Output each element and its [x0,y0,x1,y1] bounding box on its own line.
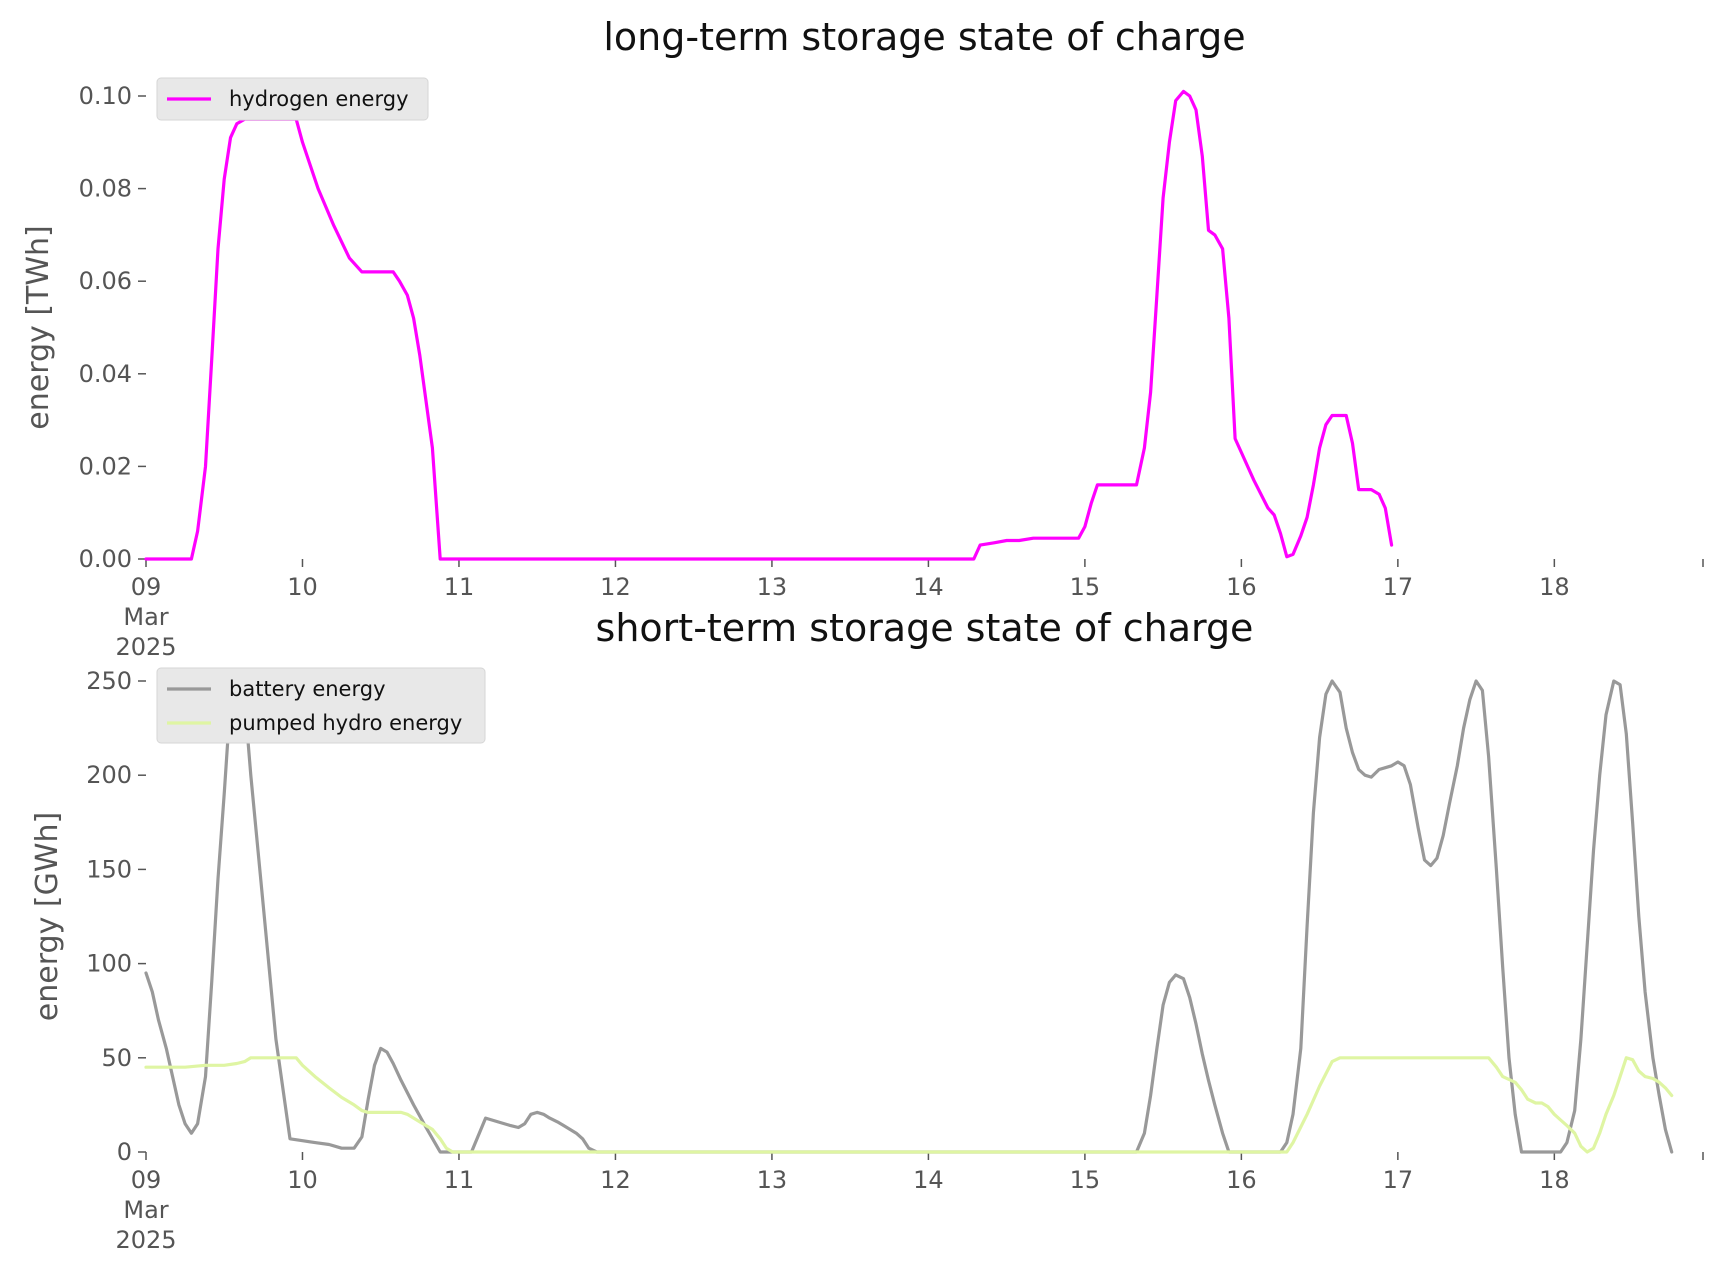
chart-title: long-term storage state of charge [603,15,1245,59]
legend: battery energy pumped hydro energy [156,667,486,744]
legend: hydrogen energy [156,77,429,121]
x-tick-label: 09 [131,1166,162,1194]
x-tick-label: Mar [123,603,168,631]
x-tick-label: 13 [757,573,788,601]
x-tick-label: 14 [913,1166,944,1194]
chart-panel-2: short-term storage state of charge energy… [30,606,1704,1254]
x-tick-label: 16 [1226,573,1257,601]
y-axis-label: energy [TWh] [21,225,56,429]
y-tick-label: 250 [86,667,132,695]
x-tick-label: 11 [444,573,475,601]
chart-title: short-term storage state of charge [596,606,1254,650]
x-tick-label: 11 [444,1166,475,1194]
x-tick-label: 2025 [115,1226,176,1254]
x-tick-label: 15 [1070,573,1101,601]
y-tick-label: 0.10 [79,82,132,110]
chart-panel-1: long-term storage state of charge energy … [21,15,1704,661]
y-tick-label: 0.02 [79,452,132,480]
y-axis-label: energy [GWh] [30,812,65,1021]
x-tick-label: 2025 [115,633,176,661]
y-tick-label: 0.00 [79,545,132,573]
series-line-battery-energy [144,679,1674,1154]
y-tick-label: 150 [86,855,132,883]
x-tick-label: 09 [131,573,162,601]
x-tick-label: 16 [1226,1166,1257,1194]
y-tick-label: 100 [86,950,132,978]
x-tick-label: 18 [1539,573,1570,601]
x-tick-label: 17 [1383,573,1414,601]
legend-label: hydrogen energy [229,87,409,111]
x-tick-label: 12 [600,1166,631,1194]
x-tick-label: 17 [1383,1166,1414,1194]
x-tick-label: 18 [1539,1166,1570,1194]
x-tick-label: 13 [757,1166,788,1194]
legend-box [156,77,429,121]
x-tick-label: Mar [123,1196,168,1224]
x-tick-label: 10 [287,573,318,601]
legend-box [156,667,486,744]
x-tick-label: 12 [600,573,631,601]
x-tick-label: 10 [287,1166,318,1194]
x-tick-label: 15 [1070,1166,1101,1194]
y-tick-label: 0.06 [79,267,132,295]
y-tick-label: 0.04 [79,360,132,388]
series-line-hydrogen-energy [144,89,1394,561]
y-tick-label: 0.08 [79,175,132,203]
legend-label: pumped hydro energy [229,711,462,735]
series-line-pumped-hydro-energy [144,1056,1674,1154]
x-tick-label: 14 [913,573,944,601]
y-tick-label: 200 [86,761,132,789]
y-tick-label: 0 [117,1138,132,1166]
y-tick-label: 50 [101,1044,132,1072]
legend-label: battery energy [229,677,386,701]
